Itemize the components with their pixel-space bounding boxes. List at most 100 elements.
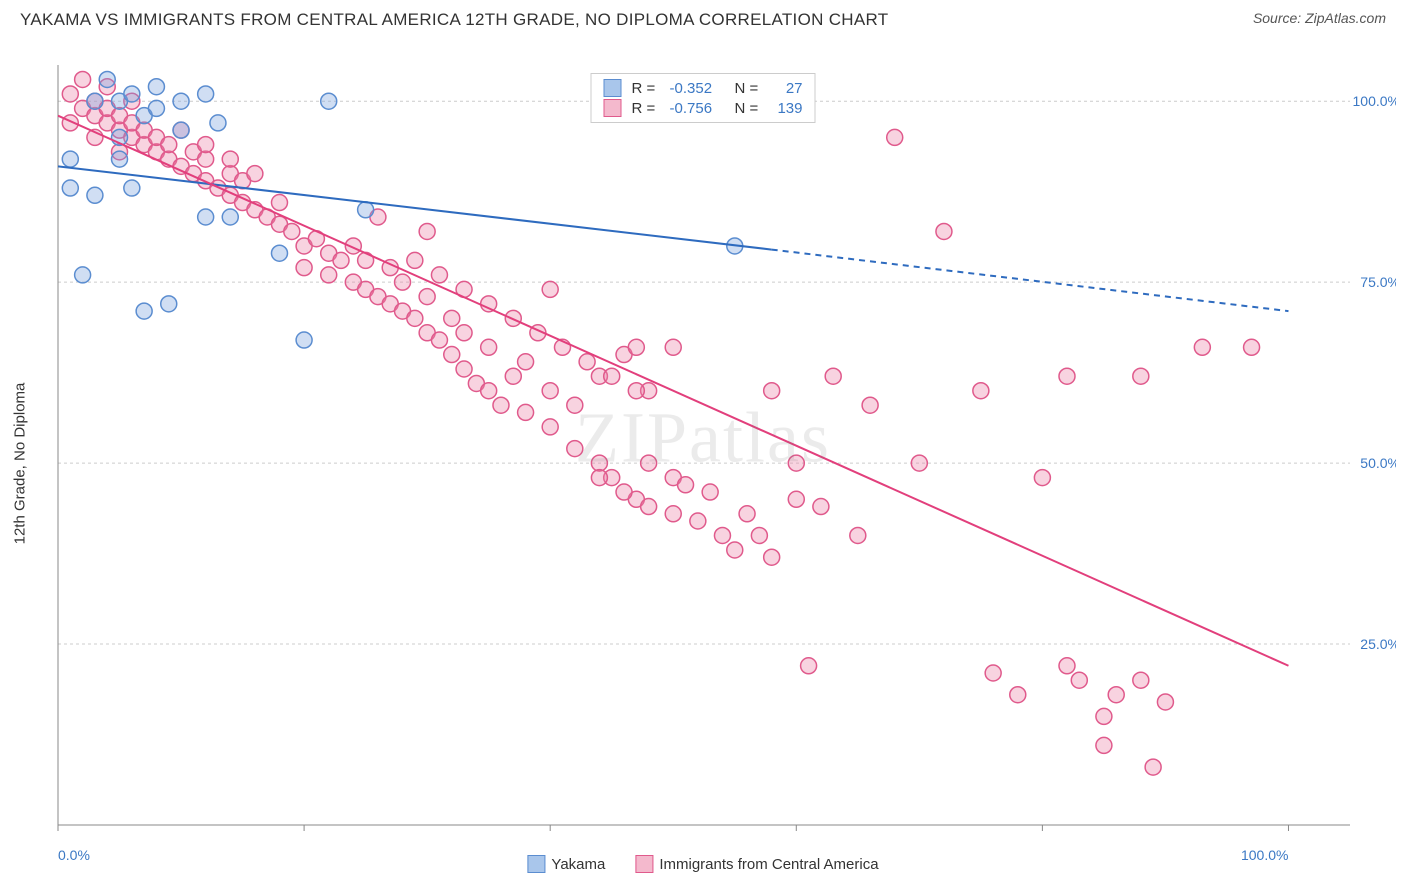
source-label: Source: ZipAtlas.com xyxy=(1253,10,1386,26)
data-point xyxy=(271,245,287,261)
data-point xyxy=(173,93,189,109)
data-point xyxy=(567,441,583,457)
data-point xyxy=(616,484,632,500)
data-point xyxy=(591,470,607,486)
data-point xyxy=(1059,658,1075,674)
data-point xyxy=(665,339,681,355)
data-point xyxy=(567,397,583,413)
data-point xyxy=(739,506,755,522)
data-point xyxy=(518,404,534,420)
data-point xyxy=(1096,737,1112,753)
data-point xyxy=(198,209,214,225)
y-axis-label: 12th Grade, No Diploma xyxy=(12,383,29,545)
data-point xyxy=(764,383,780,399)
data-point xyxy=(1108,687,1124,703)
data-point xyxy=(407,252,423,268)
legend-swatch xyxy=(635,855,653,873)
data-point xyxy=(87,93,103,109)
r-value: -0.352 xyxy=(670,80,725,97)
data-point xyxy=(690,513,706,529)
data-point xyxy=(727,542,743,558)
data-point xyxy=(1010,687,1026,703)
x-tick-label: 0.0% xyxy=(58,847,90,863)
data-point xyxy=(1133,368,1149,384)
data-point xyxy=(764,549,780,565)
data-point xyxy=(751,527,767,543)
data-point xyxy=(271,195,287,211)
legend-item: Immigrants from Central America xyxy=(635,855,878,873)
data-point xyxy=(850,527,866,543)
data-point xyxy=(148,100,164,116)
data-point xyxy=(358,202,374,218)
data-point xyxy=(198,137,214,153)
data-point xyxy=(161,137,177,153)
data-point xyxy=(493,397,509,413)
data-point xyxy=(321,267,337,283)
data-point xyxy=(136,303,152,319)
data-point xyxy=(124,180,140,196)
data-point xyxy=(591,455,607,471)
data-point xyxy=(481,339,497,355)
y-tick-label: 100.0% xyxy=(1353,93,1396,109)
data-point xyxy=(431,267,447,283)
data-point xyxy=(1244,339,1260,355)
data-point xyxy=(1157,694,1173,710)
trend-line-extension xyxy=(772,250,1289,312)
data-point xyxy=(1059,368,1075,384)
data-point xyxy=(1034,470,1050,486)
data-point xyxy=(641,499,657,515)
r-label: R = xyxy=(632,80,660,97)
n-value: 139 xyxy=(773,100,803,117)
data-point xyxy=(148,79,164,95)
data-point xyxy=(247,166,263,182)
data-point xyxy=(1145,759,1161,775)
series-legend: Yakama Immigrants from Central America xyxy=(527,855,878,873)
n-value: 27 xyxy=(773,80,803,97)
data-point xyxy=(825,368,841,384)
data-point xyxy=(628,339,644,355)
data-point xyxy=(444,347,460,363)
data-point xyxy=(444,310,460,326)
data-point xyxy=(222,209,238,225)
data-point xyxy=(518,354,534,370)
data-point xyxy=(62,151,78,167)
legend-swatch xyxy=(604,99,622,117)
data-point xyxy=(161,296,177,312)
legend-item: Yakama xyxy=(527,855,605,873)
data-point xyxy=(395,274,411,290)
data-point xyxy=(296,332,312,348)
data-point xyxy=(222,151,238,167)
legend-swatch xyxy=(527,855,545,873)
chart-container: 12th Grade, No Diploma ZIPatlas 25.0%50.… xyxy=(10,35,1396,875)
data-point xyxy=(887,129,903,145)
data-point xyxy=(124,86,140,102)
scatter-chart: 25.0%50.0%75.0%100.0%0.0%100.0% xyxy=(10,35,1396,875)
data-point xyxy=(702,484,718,500)
y-tick-label: 50.0% xyxy=(1360,455,1396,471)
data-point xyxy=(1096,708,1112,724)
data-point xyxy=(801,658,817,674)
data-point xyxy=(321,93,337,109)
data-point xyxy=(665,506,681,522)
data-point xyxy=(714,527,730,543)
data-point xyxy=(87,187,103,203)
data-point xyxy=(419,223,435,239)
data-point xyxy=(604,368,620,384)
correlation-legend: R =-0.352N =27R =-0.756N =139 xyxy=(591,73,816,123)
data-point xyxy=(456,361,472,377)
data-point xyxy=(419,289,435,305)
data-point xyxy=(62,180,78,196)
data-point xyxy=(936,223,952,239)
data-point xyxy=(198,86,214,102)
data-point xyxy=(788,455,804,471)
data-point xyxy=(198,151,214,167)
data-point xyxy=(628,383,644,399)
n-label: N = xyxy=(735,100,763,117)
data-point xyxy=(973,383,989,399)
legend-row: R =-0.352N =27 xyxy=(604,78,803,98)
data-point xyxy=(481,383,497,399)
data-point xyxy=(210,115,226,131)
r-value: -0.756 xyxy=(670,100,725,117)
data-point xyxy=(1194,339,1210,355)
data-point xyxy=(173,122,189,138)
